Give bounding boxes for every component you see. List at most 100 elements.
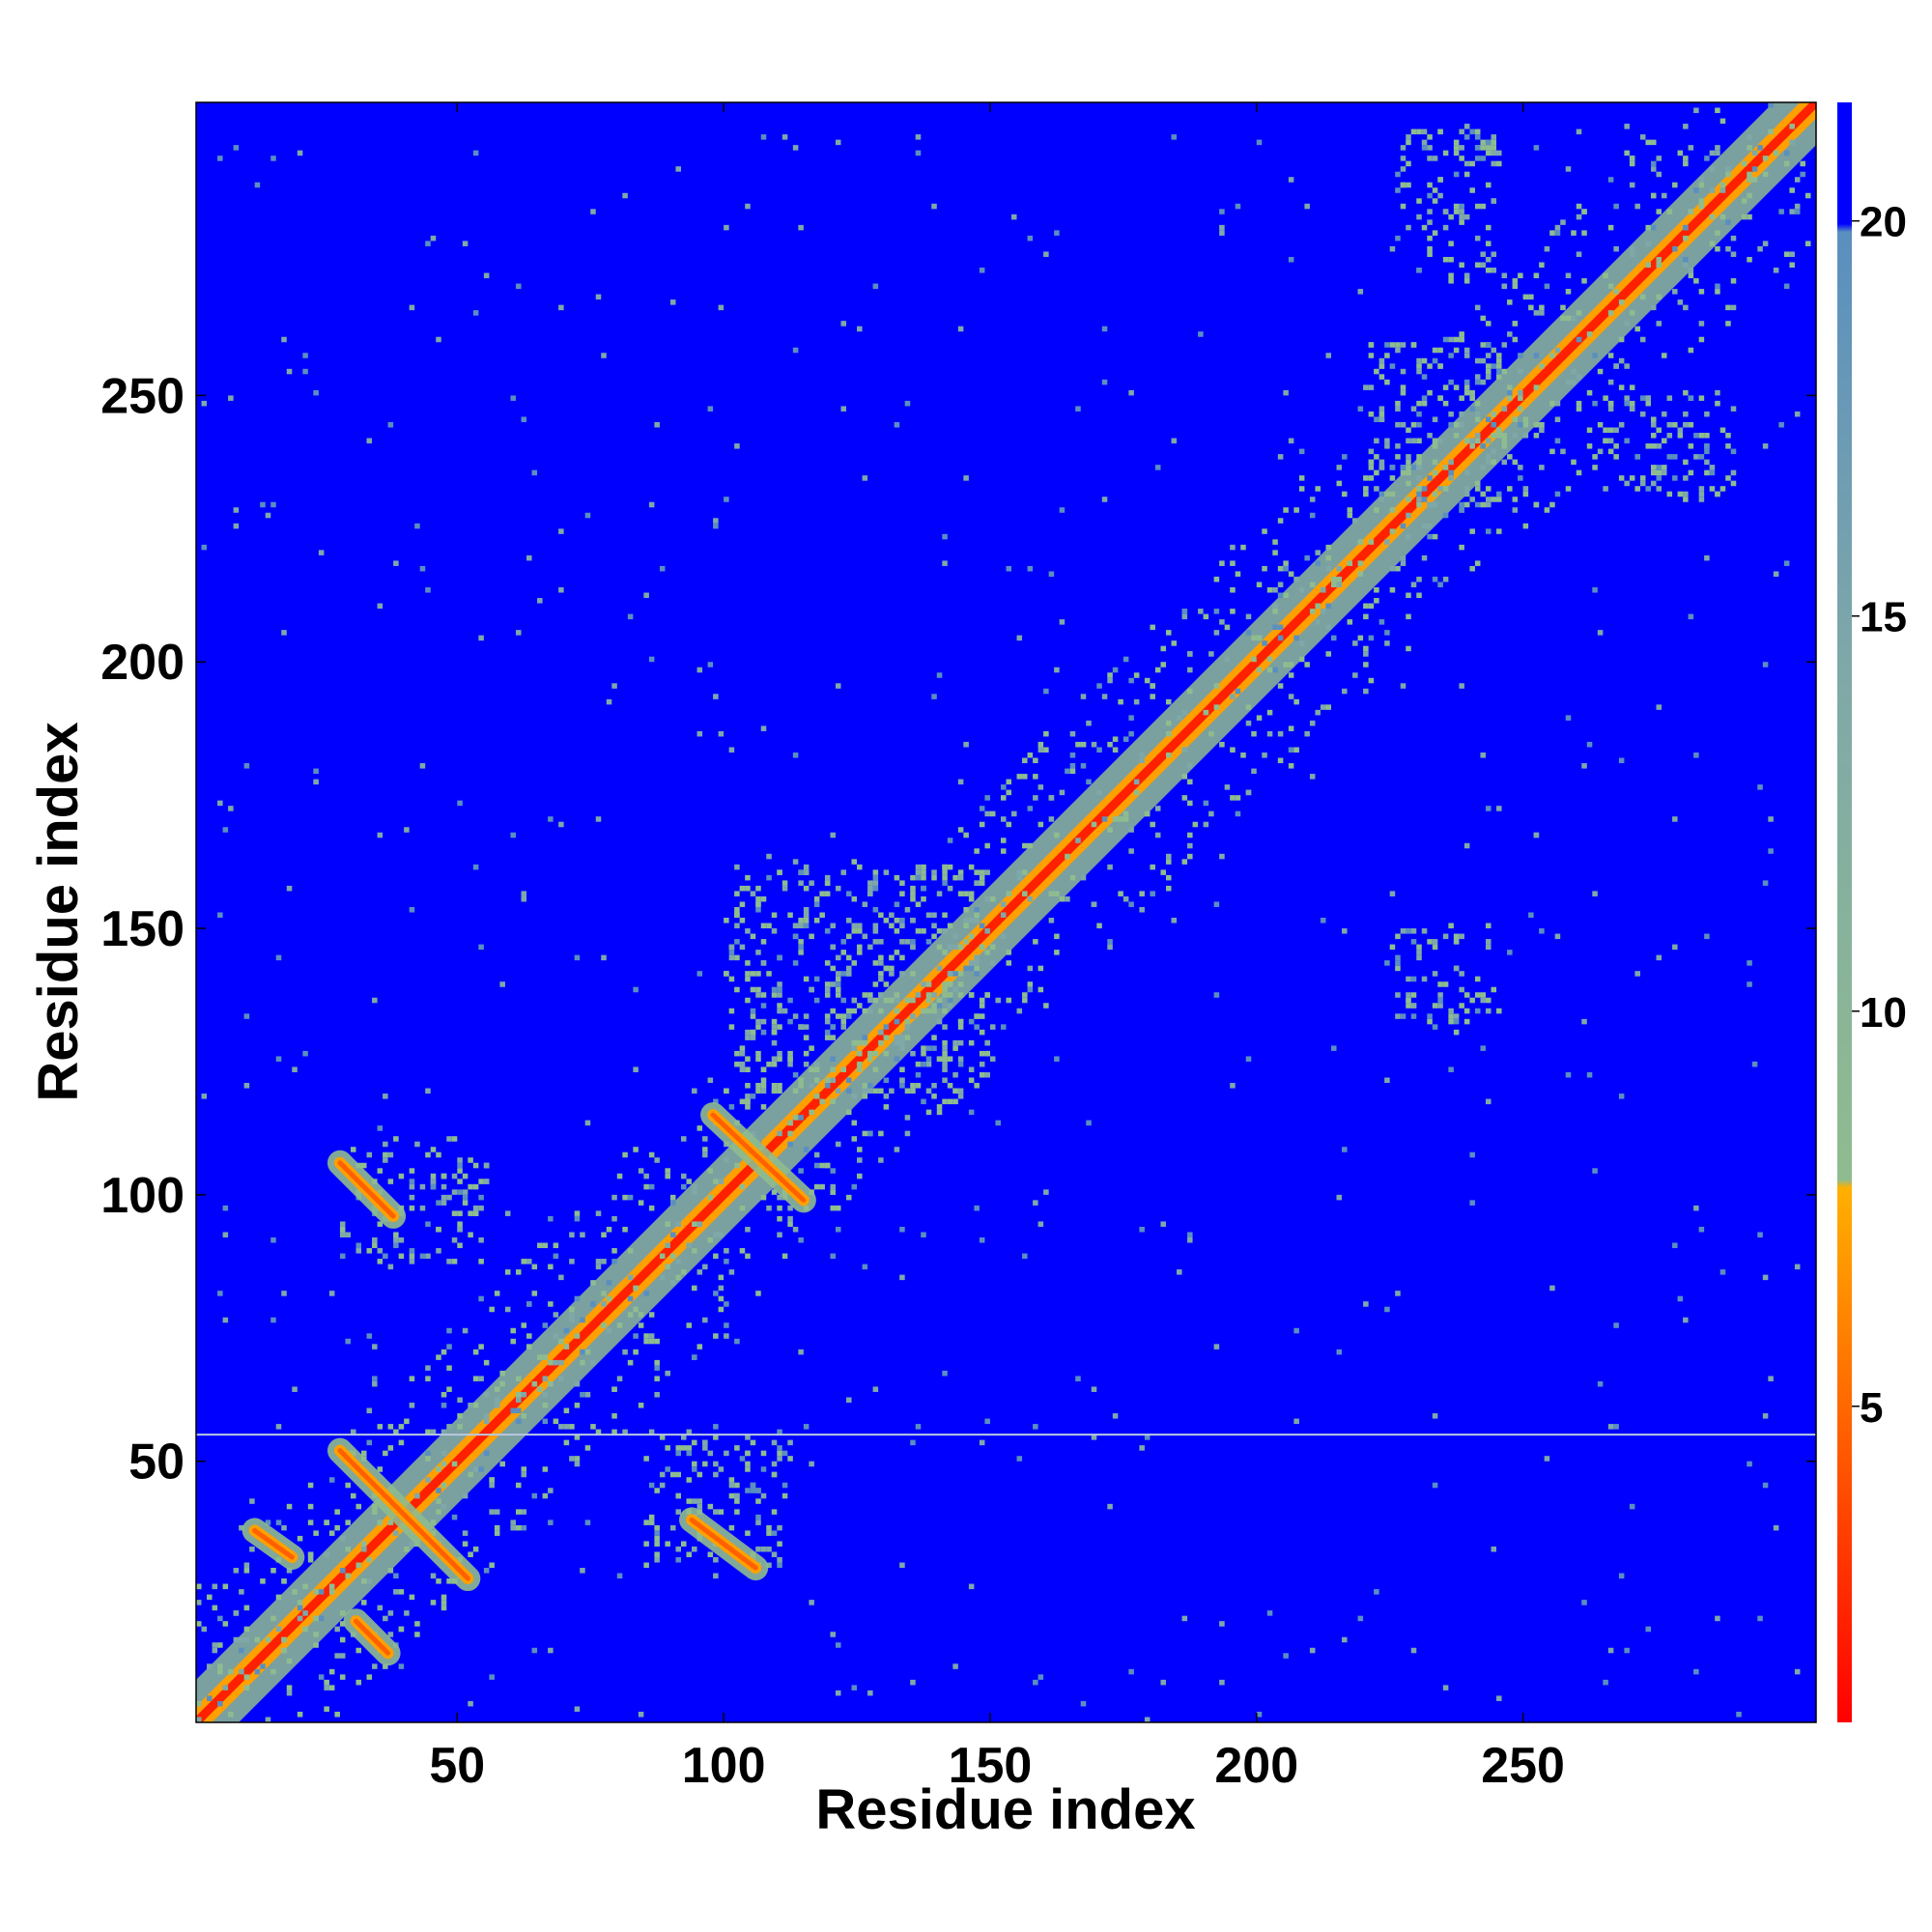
heatmap-cell xyxy=(270,1317,276,1323)
heatmap-cell xyxy=(1507,331,1513,337)
heatmap-cell xyxy=(569,1456,575,1462)
heatmap-cell xyxy=(436,1466,441,1472)
heatmap-cell xyxy=(878,912,884,919)
heatmap-cell xyxy=(1288,438,1294,444)
heatmap-cell xyxy=(1539,427,1545,434)
heatmap-cell xyxy=(1342,491,1348,497)
heatmap-cell xyxy=(515,1509,522,1515)
heatmap-cell xyxy=(478,1466,484,1472)
heatmap-cell xyxy=(1453,933,1460,940)
heatmap-cell xyxy=(1554,933,1561,940)
heatmap-cell xyxy=(537,1242,543,1249)
heatmap-cell xyxy=(925,1045,932,1051)
heatmap-cell xyxy=(1741,198,1747,204)
heatmap-cell xyxy=(1368,677,1375,684)
heatmap-cell xyxy=(638,1312,644,1318)
heatmap-cell xyxy=(680,1173,687,1179)
heatmap-cell xyxy=(771,1018,778,1025)
heatmap-cell xyxy=(307,1482,314,1489)
heatmap-cell xyxy=(1730,469,1737,476)
heatmap-cell xyxy=(1406,497,1411,502)
heatmap-cell xyxy=(1395,421,1401,428)
heatmap-cell xyxy=(1656,704,1662,710)
heatmap-cell xyxy=(409,304,415,311)
heatmap-cell xyxy=(1235,688,1241,695)
heatmap-cell xyxy=(1293,635,1299,641)
heatmap-cell xyxy=(1730,278,1737,284)
heatmap-cell xyxy=(425,1151,431,1158)
heatmap-cell xyxy=(521,1322,527,1328)
heatmap-cell xyxy=(1778,209,1784,214)
heatmap-cell xyxy=(1549,353,1555,358)
heatmap-cell xyxy=(792,145,799,151)
heatmap-cell xyxy=(1581,230,1587,236)
heatmap-cell xyxy=(398,1173,405,1179)
heatmap-cell xyxy=(1747,171,1752,178)
heatmap-cell xyxy=(1544,245,1550,252)
heatmap-cell xyxy=(510,832,516,838)
heatmap-cell xyxy=(430,1600,437,1605)
heatmap-cell xyxy=(542,1242,549,1249)
heatmap-cell xyxy=(1485,321,1492,327)
heatmap-cell xyxy=(154,1642,159,1648)
heatmap-cell xyxy=(1607,283,1614,290)
heatmap-cell xyxy=(1629,160,1635,167)
heatmap-cell xyxy=(771,1189,778,1195)
heatmap-cell xyxy=(1368,603,1375,610)
heatmap-cell xyxy=(936,1018,943,1025)
heatmap-cell xyxy=(1459,683,1464,689)
heatmap-cell xyxy=(968,1039,975,1046)
heatmap-cell xyxy=(574,1295,581,1302)
heatmap-cell xyxy=(750,1013,756,1019)
heatmap-cell xyxy=(1789,262,1795,269)
heatmap-cell xyxy=(974,848,980,854)
heatmap-cell xyxy=(1762,443,1769,449)
heatmap-cell xyxy=(1677,299,1684,305)
heatmap-cell xyxy=(1453,347,1460,354)
heatmap-cell xyxy=(270,501,276,508)
heatmap-cell xyxy=(654,1359,660,1366)
heatmap-cell xyxy=(1091,901,1097,907)
heatmap-cell xyxy=(947,1098,953,1105)
heatmap-cell xyxy=(813,1151,820,1158)
heatmap-cell xyxy=(526,554,532,561)
heatmap-cell xyxy=(835,971,841,977)
heatmap-cell xyxy=(718,1295,724,1302)
heatmap-cell xyxy=(1528,912,1534,919)
heatmap-cell xyxy=(243,1013,250,1019)
heatmap-cell xyxy=(899,1066,905,1072)
heatmap-cell xyxy=(1639,411,1646,417)
heatmap-cell xyxy=(1357,635,1364,641)
heatmap-cell xyxy=(1677,433,1684,439)
heatmap-cell xyxy=(739,1050,746,1057)
heatmap-cell xyxy=(558,1359,564,1366)
heatmap-cell xyxy=(777,1556,782,1563)
heatmap-cell xyxy=(1288,256,1294,263)
heatmap-cell xyxy=(675,1221,681,1227)
heatmap-cell xyxy=(1459,336,1464,343)
heatmap-cell xyxy=(777,1541,782,1547)
heatmap-cell xyxy=(1347,512,1353,519)
heatmap-cell xyxy=(1416,400,1422,407)
heatmap-cell xyxy=(601,1322,607,1328)
heatmap-cell xyxy=(574,1461,581,1467)
heatmap-cell xyxy=(1022,869,1028,875)
heatmap-cell xyxy=(1421,145,1428,151)
heatmap-cell xyxy=(1603,486,1608,492)
heatmap-cell xyxy=(1230,1083,1236,1089)
heatmap-cell xyxy=(857,1173,863,1179)
heatmap-cell xyxy=(1069,763,1076,769)
heatmap-cell xyxy=(643,1562,649,1569)
heatmap-cell xyxy=(1437,997,1443,1004)
heatmap-cell xyxy=(910,891,916,896)
heatmap-cell xyxy=(1581,763,1587,769)
heatmap-cell xyxy=(798,1115,804,1121)
heatmap-cell xyxy=(894,901,900,907)
heatmap-cell xyxy=(601,1259,607,1264)
heatmap-cell xyxy=(281,1647,287,1654)
heatmap-cell xyxy=(1400,182,1406,188)
heatmap-cell xyxy=(1266,1610,1273,1616)
heatmap-cell xyxy=(904,997,911,1004)
heatmap-cell xyxy=(1410,406,1417,412)
heatmap-cell xyxy=(734,1482,740,1489)
